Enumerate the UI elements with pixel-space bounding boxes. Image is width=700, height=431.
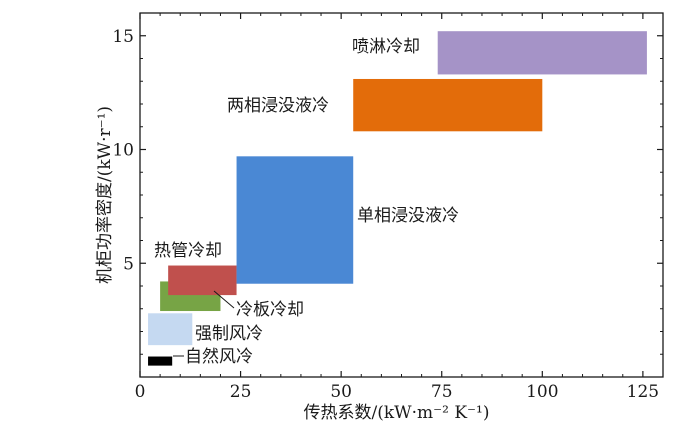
range-rect-4	[236, 156, 354, 284]
range-label-5: 两相浸没液冷	[227, 96, 329, 116]
y-tick-label: 15	[112, 27, 134, 47]
range-label-6: 喷淋冷却	[352, 37, 420, 57]
range-label-4: 单相浸没液冷	[357, 206, 459, 226]
x-axis-title: 传热系数/(kW·m⁻² K⁻¹)	[304, 403, 490, 423]
labels-group: 自然风冷 强制风冷 冷板冷却 热管冷却 单相浸没液冷 两相浸没液冷 喷淋冷却	[154, 37, 459, 367]
y-axis-title: 机柜功率密度/(kW·r⁻¹)	[95, 106, 115, 284]
range-rect-5	[353, 78, 543, 132]
x-tick-label: 50	[330, 382, 352, 402]
x-tick-label: 125	[627, 382, 659, 402]
range-rect-1	[148, 313, 193, 346]
range-label-2: 冷板冷却	[236, 300, 304, 320]
x-tick-label: 25	[230, 382, 252, 402]
range-rect-0	[148, 356, 173, 366]
y-tick-label: 5	[123, 254, 134, 274]
x-tick-label: 75	[431, 382, 453, 402]
range-label-1: 强制风冷	[195, 324, 263, 344]
range-label-3: 热管冷却	[154, 241, 222, 261]
y-tick-label: 10	[112, 141, 134, 161]
range-rect-3	[168, 265, 237, 296]
x-tick-label: 100	[526, 382, 558, 402]
range-label-0: 自然风冷	[185, 347, 253, 367]
x-tick-label: 0	[135, 382, 146, 402]
range-rect-6	[437, 31, 647, 75]
label-leader-line	[213, 290, 235, 309]
ticks-group: 0 25 50 75 100 125 5 10 15	[112, 13, 663, 402]
bars-group	[148, 31, 647, 366]
